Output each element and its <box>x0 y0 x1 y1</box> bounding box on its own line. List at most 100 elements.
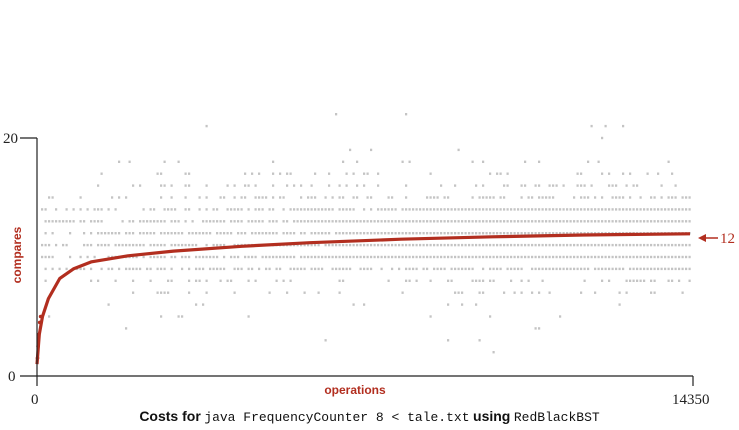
data-point <box>468 220 471 223</box>
data-point <box>191 243 194 247</box>
data-point <box>188 279 191 282</box>
data-point <box>422 255 425 259</box>
data-point <box>342 232 345 235</box>
data-point <box>342 279 345 282</box>
data-point <box>328 184 331 187</box>
data-point <box>310 196 313 199</box>
data-point <box>541 232 544 235</box>
data-point <box>576 184 579 187</box>
data-point <box>44 255 47 259</box>
data-point <box>408 243 411 247</box>
data-point <box>377 184 380 187</box>
data-point <box>139 243 142 247</box>
data-point <box>541 267 544 271</box>
data-point <box>405 208 408 211</box>
data-point <box>317 208 320 211</box>
data-point <box>594 232 597 235</box>
data-point <box>422 208 425 211</box>
data-point <box>377 220 380 223</box>
data-point <box>475 208 478 211</box>
data-point <box>573 267 576 271</box>
data-point <box>170 196 173 199</box>
data-point <box>457 220 460 223</box>
data-point <box>429 196 432 199</box>
data-point <box>678 208 681 211</box>
data-point <box>202 220 205 223</box>
data-point <box>310 232 313 235</box>
data-point <box>93 208 96 211</box>
data-point <box>205 232 208 235</box>
data-point <box>415 243 418 247</box>
data-point <box>219 232 222 235</box>
data-point <box>356 196 359 199</box>
data-point <box>545 208 548 211</box>
data-point <box>195 279 198 282</box>
data-point <box>69 220 72 223</box>
data-point <box>174 232 177 235</box>
data-point <box>359 232 362 235</box>
data-point <box>618 255 621 259</box>
data-point <box>352 303 355 306</box>
data-point <box>401 220 404 223</box>
data-point <box>646 172 649 175</box>
data-point <box>587 196 590 199</box>
y-axis-label: compares <box>10 226 24 283</box>
data-point <box>541 255 544 259</box>
data-point <box>559 232 562 235</box>
data-point <box>608 243 611 247</box>
data-point <box>205 279 208 282</box>
data-point <box>370 232 373 235</box>
data-point <box>583 243 586 247</box>
data-point <box>216 243 219 247</box>
data-point <box>573 243 576 247</box>
data-point <box>496 172 499 175</box>
average-point <box>37 320 42 325</box>
data-point <box>177 243 180 247</box>
data-point <box>510 279 513 282</box>
data-point <box>580 172 583 175</box>
data-point <box>373 243 376 247</box>
data-point <box>562 184 565 187</box>
data-point <box>153 255 156 259</box>
data-point <box>419 243 422 247</box>
data-point <box>422 267 425 271</box>
data-point <box>664 220 667 223</box>
data-point <box>573 208 576 211</box>
data-point <box>366 220 369 223</box>
data-point <box>149 267 152 271</box>
data-point <box>587 243 590 247</box>
data-point <box>233 243 236 247</box>
data-point <box>520 208 523 211</box>
data-point <box>657 172 660 175</box>
data-point <box>181 243 184 247</box>
data-point <box>664 243 667 247</box>
data-point <box>450 208 453 211</box>
data-point <box>408 267 411 271</box>
data-point <box>464 232 467 235</box>
data-point <box>223 255 226 259</box>
data-point <box>503 291 506 294</box>
data-point <box>366 172 369 175</box>
data-point <box>293 220 296 223</box>
data-point <box>324 232 327 235</box>
data-point <box>97 243 100 247</box>
data-point <box>293 267 296 271</box>
data-point <box>233 208 236 211</box>
data-point <box>671 172 674 175</box>
data-point <box>454 184 457 187</box>
data-point <box>97 220 100 223</box>
data-point <box>254 232 257 235</box>
data-point <box>485 243 488 247</box>
data-point <box>594 267 597 271</box>
data-point <box>471 243 474 247</box>
data-point <box>132 184 135 187</box>
data-point <box>587 232 590 235</box>
data-point <box>377 243 380 247</box>
data-point <box>639 255 642 259</box>
data-point <box>391 243 394 247</box>
data-point <box>405 113 408 116</box>
data-point <box>261 196 264 199</box>
data-point <box>685 243 688 247</box>
data-point <box>317 220 320 223</box>
data-point <box>79 255 82 259</box>
